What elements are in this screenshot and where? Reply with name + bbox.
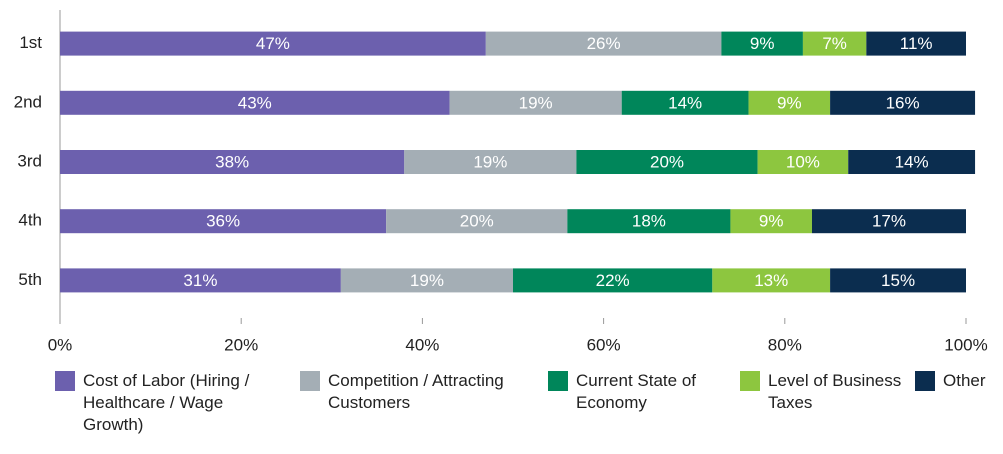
value-label: 36% bbox=[206, 212, 240, 231]
x-tick-label: 40% bbox=[405, 335, 439, 354]
value-label: 9% bbox=[750, 34, 775, 53]
bar-segment bbox=[811, 209, 966, 234]
value-label: 19% bbox=[519, 93, 553, 112]
value-label: 22% bbox=[596, 271, 630, 290]
legend-item: Cost of Labor (Hiring / Healthcare / Wag… bbox=[55, 370, 275, 436]
bar-segment bbox=[404, 150, 577, 174]
bar-segment bbox=[757, 150, 849, 174]
legend-label: Competition / Attracting Customers bbox=[328, 371, 504, 412]
legend: Cost of Labor (Hiring / Healthcare / Wag… bbox=[55, 370, 1000, 454]
bar-segment bbox=[60, 209, 387, 234]
bar-segment bbox=[449, 90, 622, 115]
bar-segment bbox=[830, 90, 976, 115]
x-tick-label: 60% bbox=[587, 335, 621, 354]
value-label: 10% bbox=[786, 152, 820, 171]
bar-segment bbox=[60, 268, 341, 293]
bar-segment bbox=[848, 150, 976, 174]
value-label: 47% bbox=[256, 34, 290, 53]
value-label: 20% bbox=[650, 152, 684, 171]
legend-item: Competition / Attracting Customers bbox=[300, 370, 525, 414]
value-label: 9% bbox=[777, 93, 802, 112]
legend-item: Other bbox=[915, 370, 995, 392]
legend-swatch bbox=[740, 371, 760, 391]
bar-segment bbox=[748, 90, 831, 115]
bar-segment bbox=[866, 31, 966, 56]
bar-segment bbox=[60, 31, 486, 56]
y-tick-label: 5th bbox=[18, 270, 42, 289]
value-label: 16% bbox=[886, 93, 920, 112]
bar-segment bbox=[730, 209, 812, 234]
value-label: 11% bbox=[900, 34, 933, 53]
chart: 0% 20% 40% 60% 80% 100% 1st 47% 26% 9% 7% 11% 2nd 43%… bbox=[14, 10, 988, 354]
x-tick-label: 80% bbox=[768, 335, 802, 354]
y-tick-label: 4th bbox=[18, 211, 42, 230]
y-tick-label: 2nd bbox=[14, 92, 42, 111]
bar-segment bbox=[513, 268, 713, 293]
value-label: 19% bbox=[410, 271, 444, 290]
legend-swatch bbox=[548, 371, 568, 391]
bar-segment bbox=[621, 90, 749, 115]
value-label: 38% bbox=[215, 152, 249, 171]
legend-item: Current State of Economy bbox=[548, 370, 708, 414]
bar-segment bbox=[802, 31, 867, 56]
y-tick-label: 1st bbox=[19, 33, 42, 52]
bar-segment bbox=[712, 268, 831, 293]
bar-segment bbox=[60, 150, 405, 174]
value-label: 14% bbox=[668, 93, 702, 112]
bar-segment bbox=[721, 31, 803, 56]
x-tick-label: 100% bbox=[944, 335, 987, 354]
bar-segment bbox=[830, 268, 966, 293]
bar-segment bbox=[485, 31, 722, 56]
value-label: 13% bbox=[754, 271, 788, 290]
value-label: 7% bbox=[822, 34, 847, 53]
value-label: 19% bbox=[473, 152, 507, 171]
legend-label: Current State of Economy bbox=[576, 371, 697, 412]
value-label: 15% bbox=[881, 271, 915, 290]
y-tick-label: 3rd bbox=[17, 151, 42, 170]
legend-label: Cost of Labor (Hiring / Healthcare / Wag… bbox=[83, 371, 250, 434]
value-label: 9% bbox=[759, 212, 784, 231]
value-label: 43% bbox=[238, 93, 272, 112]
legend-label: Other bbox=[943, 371, 986, 390]
bar-segment bbox=[576, 150, 758, 174]
x-tick-label: 0% bbox=[48, 335, 73, 354]
value-label: 31% bbox=[183, 271, 217, 290]
legend-item: Level of Business Taxes bbox=[740, 370, 910, 414]
legend-label: Level of Business Taxes bbox=[768, 371, 902, 412]
value-label: 18% bbox=[632, 212, 666, 231]
bar-segment bbox=[340, 268, 513, 293]
value-label: 17% bbox=[872, 212, 906, 231]
legend-swatch bbox=[300, 371, 320, 391]
legend-swatch bbox=[915, 371, 935, 391]
legend-swatch bbox=[55, 371, 75, 391]
bar-segment bbox=[386, 209, 568, 234]
value-label: 14% bbox=[895, 152, 929, 171]
bar-segment bbox=[567, 209, 731, 234]
value-label: 20% bbox=[460, 212, 494, 231]
bar-segment bbox=[60, 90, 450, 115]
value-label: 26% bbox=[587, 34, 621, 53]
x-tick-label: 20% bbox=[224, 335, 258, 354]
